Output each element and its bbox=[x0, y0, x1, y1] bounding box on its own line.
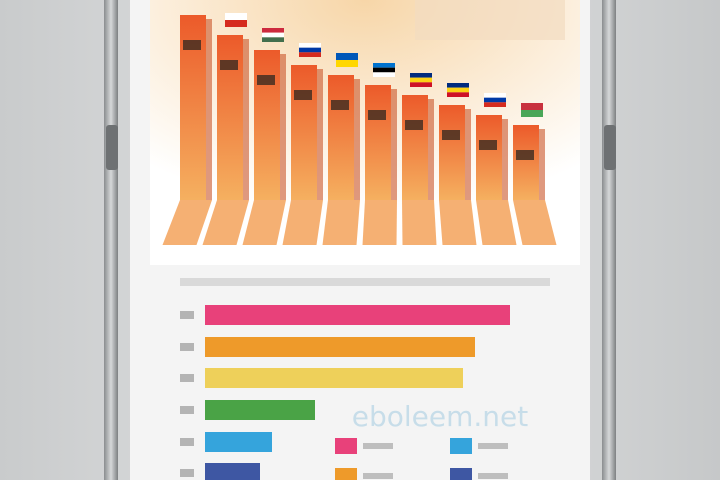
bar-group bbox=[180, 305, 510, 480]
bar bbox=[205, 368, 463, 388]
column-label bbox=[257, 75, 275, 85]
column-side bbox=[465, 109, 471, 200]
section-heading bbox=[180, 278, 550, 286]
header-box bbox=[415, 0, 565, 40]
column-base bbox=[402, 200, 437, 245]
column bbox=[328, 75, 354, 200]
flag bbox=[373, 63, 395, 68]
column bbox=[513, 125, 539, 200]
column-label bbox=[183, 40, 201, 50]
bar-label bbox=[180, 374, 194, 382]
bar bbox=[205, 305, 510, 325]
column-base bbox=[242, 200, 286, 245]
column-label bbox=[479, 140, 497, 150]
flag bbox=[484, 97, 506, 103]
flag bbox=[484, 102, 506, 107]
column-side bbox=[354, 79, 360, 200]
column-label bbox=[516, 150, 534, 160]
column bbox=[217, 35, 243, 200]
bar-label bbox=[180, 311, 194, 319]
flag bbox=[521, 103, 543, 110]
frame-rail-right bbox=[602, 0, 616, 480]
flag bbox=[484, 93, 506, 98]
column-base bbox=[162, 200, 212, 245]
column-side bbox=[391, 89, 397, 200]
column-base bbox=[282, 200, 323, 245]
flag bbox=[410, 77, 432, 83]
bar-label bbox=[180, 343, 194, 351]
flag bbox=[299, 47, 321, 53]
flag bbox=[225, 13, 247, 20]
column-label bbox=[405, 120, 423, 130]
watermark: eboleem.net bbox=[352, 400, 529, 433]
legend-swatch bbox=[450, 468, 472, 480]
column-base bbox=[202, 200, 249, 245]
flag bbox=[262, 32, 284, 38]
flag bbox=[373, 72, 395, 77]
legend-text bbox=[478, 443, 508, 449]
flag bbox=[336, 60, 358, 67]
flag bbox=[373, 67, 395, 73]
flag bbox=[299, 43, 321, 48]
flag bbox=[262, 37, 284, 42]
legend-text bbox=[363, 473, 393, 479]
legend-swatch bbox=[450, 438, 472, 454]
legend-text bbox=[478, 473, 508, 479]
frame-clip-right bbox=[604, 125, 616, 170]
bar bbox=[205, 463, 260, 480]
legend-swatch bbox=[335, 468, 357, 480]
flag bbox=[410, 73, 432, 78]
flag bbox=[262, 28, 284, 33]
flag bbox=[521, 110, 543, 117]
bar-label bbox=[180, 469, 194, 477]
column-base bbox=[322, 200, 360, 245]
bar bbox=[205, 337, 475, 357]
column-base bbox=[439, 200, 477, 245]
column-label bbox=[294, 90, 312, 100]
bar-label bbox=[180, 438, 194, 446]
column-side bbox=[317, 69, 323, 200]
column-side bbox=[243, 39, 249, 200]
column bbox=[291, 65, 317, 200]
column bbox=[365, 85, 391, 200]
flag bbox=[225, 20, 247, 27]
column-base bbox=[362, 200, 397, 245]
frame-clip-left bbox=[106, 125, 118, 170]
bar-label bbox=[180, 406, 194, 414]
column-side bbox=[206, 19, 212, 200]
column bbox=[402, 95, 428, 200]
column-label bbox=[442, 130, 460, 140]
column bbox=[439, 105, 465, 200]
column-label bbox=[368, 110, 386, 120]
flag bbox=[410, 82, 432, 87]
flag bbox=[447, 83, 469, 88]
column-label bbox=[331, 100, 349, 110]
column-label bbox=[220, 60, 238, 70]
frame-rail-left bbox=[104, 0, 118, 480]
flag bbox=[299, 52, 321, 57]
column-side bbox=[539, 129, 545, 200]
legend-swatch bbox=[335, 438, 357, 454]
column bbox=[476, 115, 502, 200]
flag bbox=[447, 87, 469, 93]
column-side bbox=[428, 99, 434, 200]
column-base bbox=[476, 200, 517, 245]
bar bbox=[205, 432, 272, 452]
column-group bbox=[162, 13, 557, 245]
flag bbox=[336, 53, 358, 60]
column-side bbox=[502, 119, 508, 200]
column-base bbox=[513, 200, 557, 245]
column bbox=[254, 50, 280, 200]
column-side bbox=[280, 54, 286, 200]
bar bbox=[205, 400, 315, 420]
legend-text bbox=[363, 443, 393, 449]
flag bbox=[447, 92, 469, 97]
